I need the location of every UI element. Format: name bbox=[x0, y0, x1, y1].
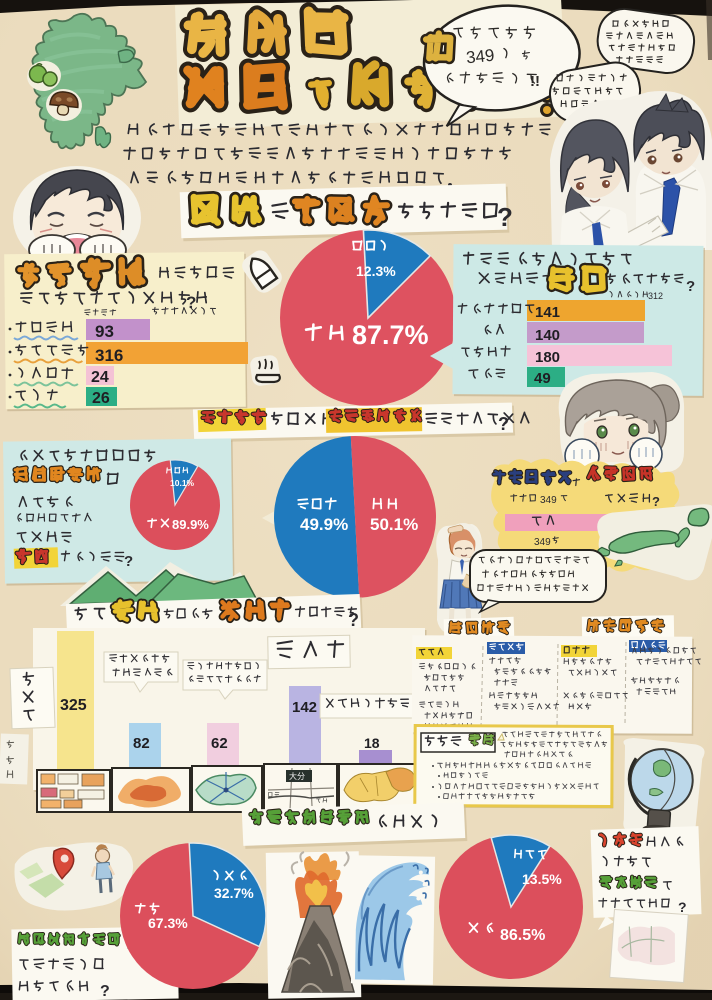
svg-text:18: 18 bbox=[364, 735, 380, 751]
svg-text:349: 349 bbox=[465, 46, 495, 68]
svg-text:349: 349 bbox=[534, 537, 551, 548]
svg-text:?: ? bbox=[686, 278, 695, 295]
svg-text:62: 62 bbox=[211, 735, 228, 752]
svg-text:10.1%: 10.1% bbox=[170, 478, 195, 488]
svg-text:86.5%: 86.5% bbox=[500, 927, 545, 944]
svg-text:49: 49 bbox=[534, 370, 551, 387]
svg-text:312: 312 bbox=[648, 291, 663, 301]
svg-text:!!: !! bbox=[530, 73, 540, 90]
svg-text:140: 140 bbox=[535, 327, 560, 344]
svg-text:?: ? bbox=[124, 553, 133, 570]
svg-text:?: ? bbox=[498, 414, 509, 434]
svg-text:50.1%: 50.1% bbox=[370, 515, 418, 534]
svg-text:67.3%: 67.3% bbox=[148, 915, 188, 931]
svg-text:?: ? bbox=[186, 293, 196, 312]
svg-text:大分: 大分 bbox=[289, 771, 305, 781]
svg-text:82: 82 bbox=[133, 735, 150, 752]
svg-text:89.9%: 89.9% bbox=[172, 517, 209, 532]
svg-text:142: 142 bbox=[292, 699, 317, 716]
svg-text:?: ? bbox=[678, 899, 687, 915]
svg-text:?: ? bbox=[652, 494, 660, 509]
svg-text:180: 180 bbox=[535, 349, 560, 366]
svg-text:?: ? bbox=[497, 202, 513, 232]
svg-text:325: 325 bbox=[60, 697, 87, 714]
svg-text:349: 349 bbox=[540, 495, 557, 506]
svg-text:12.3%: 12.3% bbox=[356, 263, 396, 279]
svg-text:26: 26 bbox=[92, 390, 110, 407]
svg-text:87.7%: 87.7% bbox=[352, 320, 429, 350]
svg-text:32.7%: 32.7% bbox=[214, 885, 254, 901]
svg-text:?: ? bbox=[348, 610, 359, 630]
svg-text:24: 24 bbox=[91, 369, 109, 386]
svg-text:141: 141 bbox=[535, 304, 560, 321]
svg-text:49.9%: 49.9% bbox=[300, 515, 348, 534]
svg-text:13.5%: 13.5% bbox=[522, 871, 562, 887]
svg-text:93: 93 bbox=[95, 322, 114, 341]
svg-text:316: 316 bbox=[95, 346, 123, 365]
svg-text:?: ? bbox=[100, 983, 110, 1000]
